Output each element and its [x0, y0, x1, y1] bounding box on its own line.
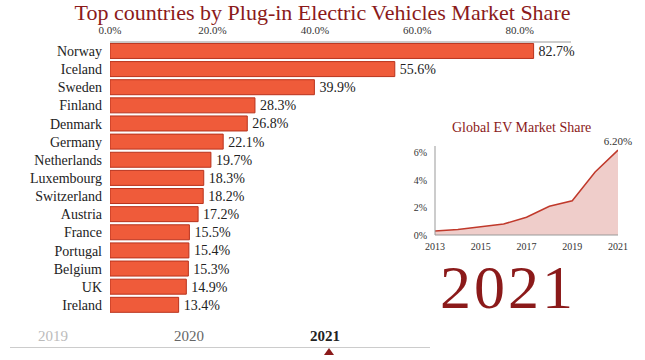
svg-text:15.5%: 15.5%: [194, 225, 231, 240]
svg-text:4%: 4%: [414, 175, 427, 186]
svg-text:Sweden: Sweden: [58, 80, 102, 95]
svg-text:Luxembourg: Luxembourg: [30, 171, 102, 186]
svg-text:France: France: [64, 225, 102, 240]
html-text:2019: 2019: [38, 328, 68, 344]
svg-text:2021: 2021: [608, 241, 628, 252]
svg-text:Switzerland: Switzerland: [35, 189, 102, 204]
svg-text:Finland: Finland: [59, 98, 102, 113]
svg-text:13.4%: 13.4%: [184, 298, 221, 313]
svg-text:Austria: Austria: [61, 207, 103, 222]
svg-text:19.7%: 19.7%: [216, 153, 253, 168]
svg-text:20.0%: 20.0%: [198, 24, 226, 36]
svg-text:40.0%: 40.0%: [301, 24, 329, 36]
svg-text:17.2%: 17.2%: [203, 207, 240, 222]
svg-text:Germany: Germany: [50, 135, 102, 150]
svg-text:6%: 6%: [414, 147, 427, 158]
html-text:Global EV Market Share: Global EV Market Share: [452, 120, 592, 135]
svg-text:28.3%: 28.3%: [260, 98, 297, 113]
svg-text:15.4%: 15.4%: [194, 243, 231, 258]
svg-text:Netherlands: Netherlands: [34, 153, 102, 168]
html-text:2021: 2021: [440, 253, 576, 321]
svg-text:Norway: Norway: [57, 44, 102, 59]
svg-text:2013: 2013: [425, 241, 445, 252]
svg-text:0.0%: 0.0%: [99, 24, 122, 36]
svg-text:82.7%: 82.7%: [539, 44, 576, 59]
html-text:2021: 2021: [310, 328, 340, 344]
svg-text:22.1%: 22.1%: [228, 135, 265, 150]
svg-text:26.8%: 26.8%: [252, 116, 289, 131]
svg-text:39.9%: 39.9%: [319, 80, 356, 95]
svg-text:60.0%: 60.0%: [403, 24, 431, 36]
svg-text:15.3%: 15.3%: [193, 262, 230, 277]
svg-text:Ireland: Ireland: [62, 298, 102, 313]
svg-text:80.0%: 80.0%: [506, 24, 534, 36]
svg-text:18.2%: 18.2%: [208, 189, 245, 204]
svg-text:2015: 2015: [471, 241, 491, 252]
svg-text:Denmark: Denmark: [50, 117, 102, 132]
svg-text:18.3%: 18.3%: [209, 171, 246, 186]
svg-text:14.9%: 14.9%: [191, 280, 228, 295]
svg-text:55.6%: 55.6%: [400, 62, 437, 77]
svg-text:0%: 0%: [414, 230, 427, 241]
html-text:2020: 2020: [174, 328, 204, 344]
svg-text:6.20%: 6.20%: [604, 138, 632, 147]
svg-text:2017: 2017: [517, 241, 537, 252]
svg-text:UK: UK: [82, 280, 102, 295]
svg-text:Portugal: Portugal: [55, 244, 103, 259]
svg-text:Iceland: Iceland: [61, 62, 102, 77]
svg-text:2019: 2019: [562, 241, 582, 252]
svg-text:Belgium: Belgium: [54, 262, 102, 277]
svg-text:2%: 2%: [414, 202, 427, 213]
html-text:Top countries by Plug-in Elect: Top countries by Plug-in Electric Vehicl…: [74, 0, 571, 25]
